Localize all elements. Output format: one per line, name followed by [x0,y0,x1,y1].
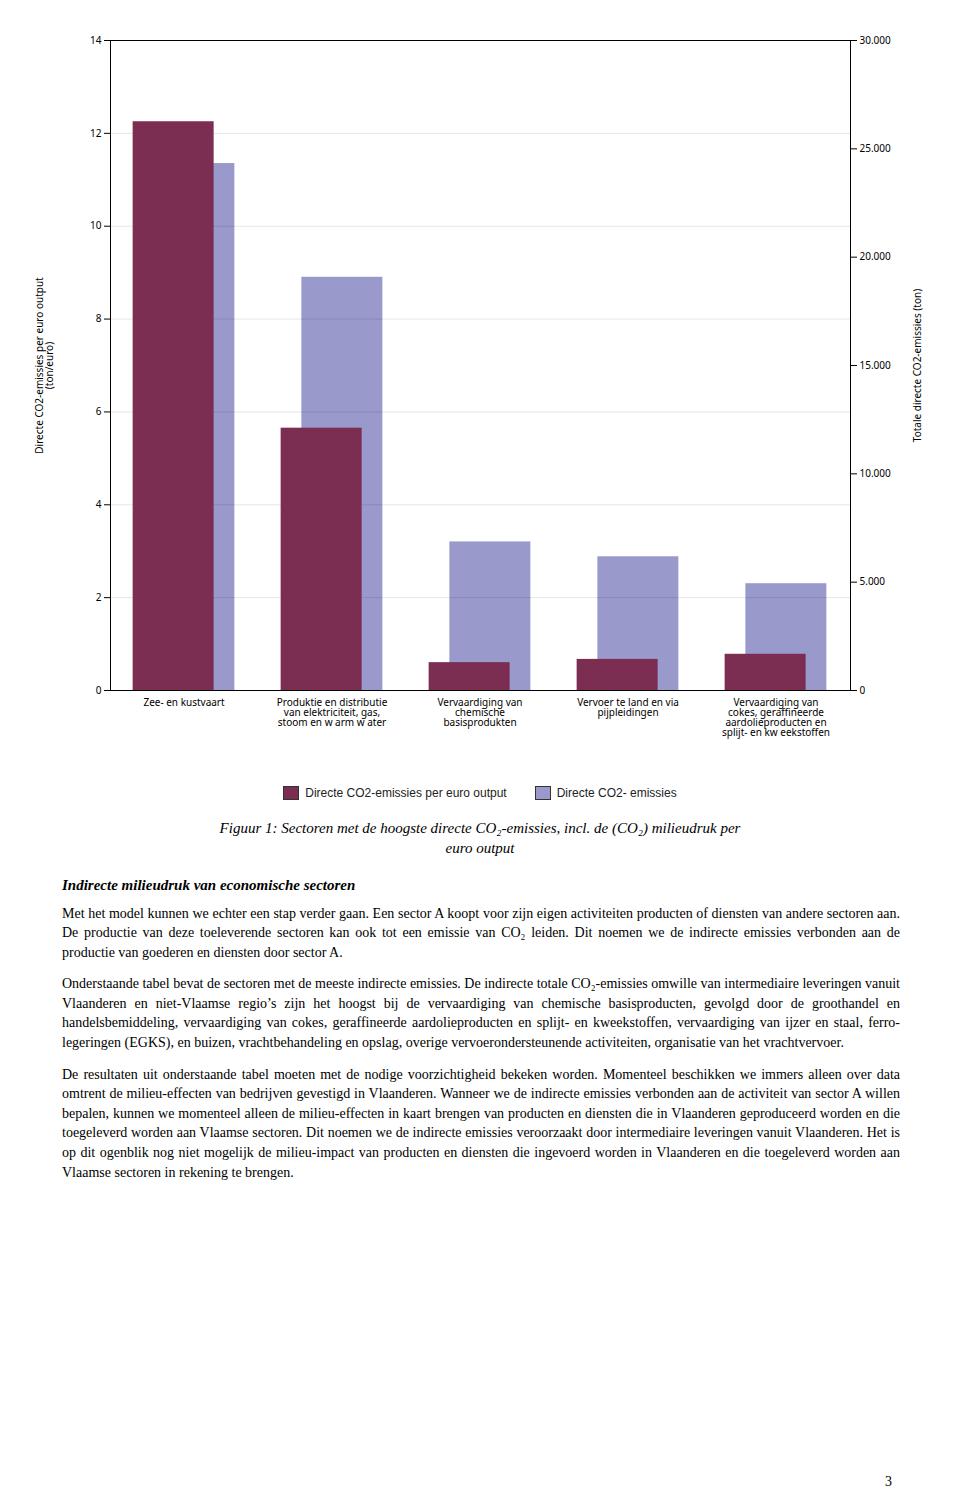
svg-text:10.000: 10.000 [860,466,892,480]
svg-text:Zee- en kustvaart: Zee- en kustvaart [143,695,225,709]
svg-text:Totale directe CO2-emissies (t: Totale directe CO2-emissies (ton) [910,289,924,442]
svg-text:20.000: 20.000 [860,249,892,263]
svg-text:0: 0 [96,683,102,697]
svg-text:Vervaardiging vanchemischebasi: Vervaardiging vanchemischebasisprodukten [437,695,522,729]
html-text:De resultaten uit onderstaande: De resultaten uit onderstaande tabel moe… [62,1066,900,1180]
svg-text:6: 6 [96,404,102,418]
html-text:Indirecte milieudruk van econo: Indirecte milieudruk van economische sec… [62,876,356,893]
html-text:Figuur 1: Sectoren met de hoog: Figuur 1: Sectoren met de hoogste direct… [219,820,741,836]
html-text:Directe CO2- emissies: Directe CO2- emissies [556,786,677,800]
svg-text:14: 14 [90,33,102,47]
svg-text:8: 8 [96,311,102,325]
svg-text:Produktie en distributievan el: Produktie en distributievan elektricitei… [277,695,388,729]
svg-text:10: 10 [90,218,102,232]
svg-text:15.000: 15.000 [860,358,892,372]
html-text:Met het model kunnen we echter: Met het model kunnen we echter een stap … [62,905,900,960]
svg-text:25.000: 25.000 [860,141,892,155]
html-text:3: 3 [885,1474,892,1489]
svg-text:30.000: 30.000 [860,33,892,47]
svg-text:4: 4 [96,497,102,511]
svg-text:5.000: 5.000 [860,574,886,588]
svg-text:Vervoer te land en viapijpleid: Vervoer te land en viapijpleidingen [577,695,679,719]
html-text:Directe CO2-emissies per euro: Directe CO2-emissies per euro output [305,786,507,800]
svg-text:12: 12 [90,126,102,140]
html-text:Onderstaande tabel bevat de se: Onderstaande tabel bevat de sectoren met… [62,976,900,1051]
svg-text:0: 0 [860,683,866,697]
svg-text:Directe CO2-emissies per euro: Directe CO2-emissies per euro output(ton… [32,277,56,454]
svg-text:Vervaardiging vancokes, geraff: Vervaardiging vancokes, geraffineerdeaar… [722,695,830,739]
svg-text:2: 2 [96,590,102,604]
html-text:euro output: euro output [445,840,515,857]
